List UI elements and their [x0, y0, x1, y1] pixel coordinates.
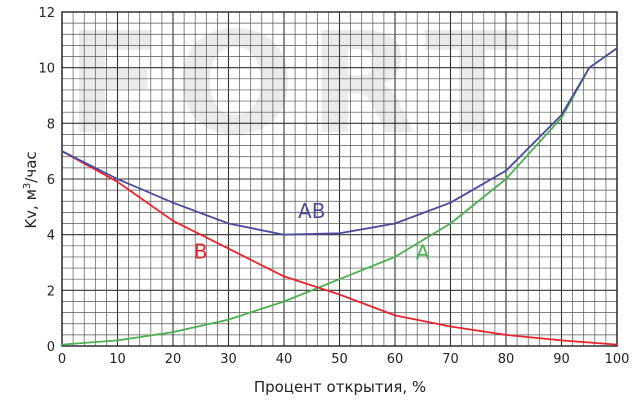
- series-layer: [61, 47, 618, 346]
- y-tick-label: 10: [38, 62, 55, 77]
- x-tick-label: 0: [58, 352, 66, 367]
- series-line-b: [61, 150, 618, 346]
- y-axis-title-group: Kv, м3/час: [22, 151, 40, 228]
- y-axis-title: Kv, м3/час: [22, 151, 40, 228]
- series-labels: AB B A: [194, 199, 430, 265]
- x-tick-label: 10: [109, 352, 126, 367]
- x-tick-label: 70: [442, 352, 459, 367]
- series-label-b: B: [194, 239, 208, 263]
- y-tick-label: 12: [38, 6, 55, 21]
- series-line-ab: [61, 47, 618, 236]
- tick-labels: 0 10 20 30 40 50 60 70 80 90 100 0 2 4 6 8 10 12: [38, 6, 629, 367]
- x-tick-label: 40: [276, 352, 293, 367]
- y-axis-title-main: Kv, м: [22, 189, 40, 229]
- y-tick-label: 2: [47, 284, 55, 299]
- series-label-a: A: [416, 241, 430, 265]
- y-tick-label: 8: [47, 117, 55, 132]
- x-tick-label: 20: [165, 352, 182, 367]
- y-tick-label: 0: [47, 340, 55, 355]
- watermark: FORT: [66, 3, 534, 166]
- x-tick-label: 50: [331, 352, 348, 367]
- x-tick-label: 90: [553, 352, 570, 367]
- y-axis-title-sup: 3: [22, 183, 33, 189]
- y-tick-label: 6: [47, 173, 55, 188]
- series-label-ab: AB: [298, 199, 325, 223]
- grid: [61, 11, 618, 347]
- x-tick-label: 60: [387, 352, 404, 367]
- y-tick-label: 4: [47, 229, 55, 244]
- x-tick-label: 30: [220, 352, 237, 367]
- y-axis-title-tail: /час: [22, 151, 40, 182]
- series-line-a: [61, 47, 618, 346]
- axes: [61, 11, 618, 347]
- x-tick-label: 100: [605, 352, 630, 367]
- plot-frame: [61, 11, 618, 347]
- x-tick-label: 80: [498, 352, 515, 367]
- x-axis-title: Процент открытия, %: [254, 378, 426, 396]
